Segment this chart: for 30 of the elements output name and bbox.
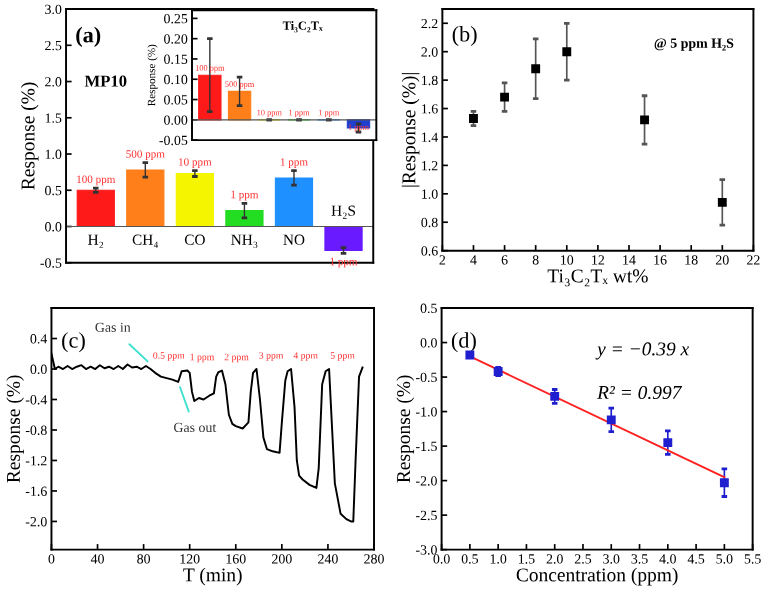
bar	[76, 189, 115, 228]
bar	[324, 225, 363, 251]
annotation: MP10	[84, 75, 127, 87]
annotation: (a)	[76, 26, 101, 47]
point	[719, 478, 729, 488]
annotation: (c)	[62, 332, 85, 353]
x-axis-title: T (min)	[183, 567, 242, 586]
x-axis-title: Concentration (ppm)	[516, 567, 678, 586]
point	[640, 115, 649, 125]
annotation: (b)	[452, 25, 477, 47]
point	[663, 438, 673, 448]
bar	[227, 90, 252, 121]
bar	[225, 209, 264, 228]
annotation: y = −0.39 x	[595, 342, 690, 360]
point	[717, 197, 727, 207]
point	[500, 92, 510, 102]
point	[562, 47, 572, 57]
annotation: (d)	[451, 332, 476, 353]
y-axis-title: Response (%)	[396, 375, 415, 483]
annotation: R² = 0.997	[597, 385, 683, 400]
point	[606, 415, 616, 425]
bar	[274, 177, 314, 228]
bar	[126, 169, 165, 228]
x-axis-title: Ti₃C₂Tₓ wt%	[547, 269, 648, 287]
y-axis-title: Response (%)	[6, 375, 24, 483]
y-axis-title: |Response (%)|	[401, 73, 420, 187]
y-axis-title: Response (%)	[20, 82, 39, 190]
point	[531, 64, 541, 74]
bar	[175, 173, 215, 228]
bar	[198, 74, 222, 121]
